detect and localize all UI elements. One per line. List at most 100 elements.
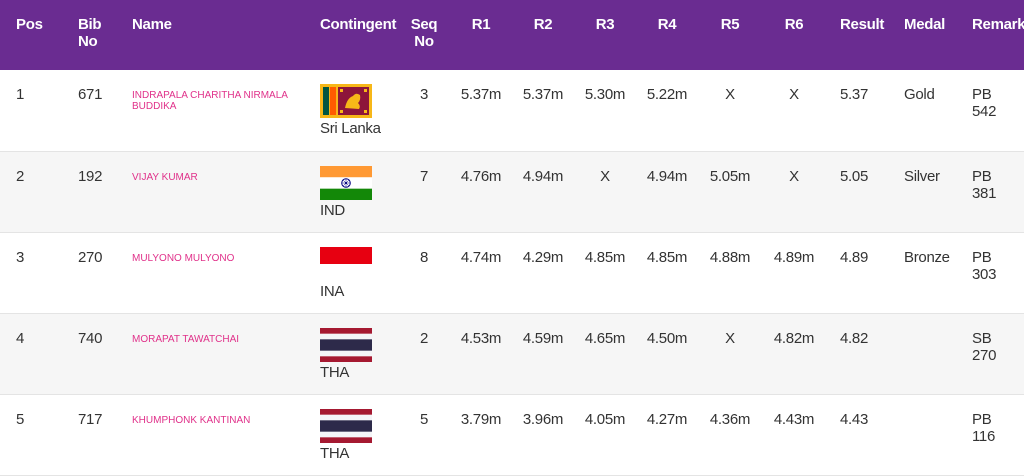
result-cell: 4.89 [826, 232, 892, 314]
contingent-name: Sri Lanka [320, 120, 381, 137]
header-pos: Pos [0, 0, 60, 70]
pos-cell: 4 [0, 313, 60, 395]
r5-cell: X [698, 313, 762, 395]
medal-cell: Silver [892, 151, 958, 233]
bib-cell: 671 [60, 70, 126, 152]
pos-cell: 3 [0, 232, 60, 314]
r6-cell: X [762, 151, 826, 233]
athlete-name-link[interactable]: MORAPAT TAWATCHAI [126, 313, 314, 395]
medal-cell [892, 394, 958, 476]
r6-cell: X [762, 70, 826, 152]
pos-cell: 5 [0, 394, 60, 476]
r4-cell: 4.50m [636, 313, 698, 395]
header-name: Name [126, 0, 314, 70]
result-cell: 5.37 [826, 70, 892, 152]
header-bib: Bib No [60, 0, 126, 70]
contingent-cell: INA [314, 232, 398, 314]
contingent-cell: IND [314, 151, 398, 233]
india-flag-icon [320, 165, 372, 200]
r2-cell: 3.96m [512, 394, 574, 476]
table-row: 4 740 MORAPAT TAWATCHAI THA 2 4.53m 4.59m 4.65m… [0, 313, 1024, 395]
contingent-cell: Sri Lanka [314, 70, 398, 152]
r6-cell: 4.82m [762, 313, 826, 395]
r1-cell: 4.76m [450, 151, 512, 233]
bib-cell: 717 [60, 394, 126, 476]
r4-cell: 4.94m [636, 151, 698, 233]
r2-cell: 4.94m [512, 151, 574, 233]
r5-cell: X [698, 70, 762, 152]
seq-cell: 2 [398, 313, 450, 395]
table-row: 2 192 VIJAY KUMAR IND 7 4.76m 4.94m X 4.94m 5.05m… [0, 151, 1024, 233]
r3-cell: 4.05m [574, 394, 636, 476]
medal-cell [892, 313, 958, 395]
header-r6: R6 [762, 0, 826, 70]
r5-cell: 4.88m [698, 232, 762, 314]
pos-cell: 1 [0, 70, 60, 152]
athlete-name-link[interactable]: KHUMPHONK KANTINAN [126, 394, 314, 476]
r1-cell: 4.53m [450, 313, 512, 395]
indonesia-flag-icon [320, 246, 372, 281]
contingent-name: IND [320, 201, 345, 219]
contingent-cell: THA [314, 313, 398, 395]
header-medal: Medal [892, 0, 958, 70]
r3-cell: 4.85m [574, 232, 636, 314]
header-remark: Remark [958, 0, 1024, 70]
r4-cell: 5.22m [636, 70, 698, 152]
r2-cell: 5.37m [512, 70, 574, 152]
r3-cell: 5.30m [574, 70, 636, 152]
pos-cell: 2 [0, 151, 60, 233]
header-r2: R2 [512, 0, 574, 70]
r4-cell: 4.27m [636, 394, 698, 476]
seq-cell: 7 [398, 151, 450, 233]
contingent-cell: THA [314, 394, 398, 476]
r4-cell: 4.85m [636, 232, 698, 314]
table-row: 5 717 KHUMPHONK KANTINAN THA 5 3.79m 3.96m 4.05… [0, 394, 1024, 476]
thailand-flag-icon [320, 327, 372, 362]
remark-cell: SB 270 [958, 313, 1024, 395]
table-row: 3 270 MULYONO MULYONO INA 8 4.74m 4.29m 4.85m 4.… [0, 232, 1024, 314]
sri-lanka-flag-icon [320, 84, 372, 118]
contingent-name: THA [320, 363, 350, 381]
medal-cell: Bronze [892, 232, 958, 314]
header-r3: R3 [574, 0, 636, 70]
result-cell: 4.82 [826, 313, 892, 395]
medal-cell: Gold [892, 70, 958, 152]
header-r1: R1 [450, 0, 512, 70]
r1-cell: 5.37m [450, 70, 512, 152]
remark-cell: PB 542 [958, 70, 1024, 152]
r6-cell: 4.89m [762, 232, 826, 314]
r2-cell: 4.29m [512, 232, 574, 314]
r2-cell: 4.59m [512, 313, 574, 395]
remark-cell: PB 116 [958, 394, 1024, 476]
r1-cell: 3.79m [450, 394, 512, 476]
r5-cell: 5.05m [698, 151, 762, 233]
table-row: 1 671 INDRAPALA CHARITHA NIRMALA BUDDIKA Sr… [0, 70, 1024, 152]
r3-cell: 4.65m [574, 313, 636, 395]
header-contingent: Contingent [314, 0, 398, 70]
result-cell: 4.43 [826, 394, 892, 476]
athlete-name-link[interactable]: INDRAPALA CHARITHA NIRMALA BUDDIKA [126, 70, 314, 152]
remark-cell: PB 303 [958, 232, 1024, 314]
bib-cell: 740 [60, 313, 126, 395]
r5-cell: 4.36m [698, 394, 762, 476]
athlete-name-link[interactable]: MULYONO MULYONO [126, 232, 314, 314]
header-r5: R5 [698, 0, 762, 70]
header-r4: R4 [636, 0, 698, 70]
seq-cell: 5 [398, 394, 450, 476]
bib-cell: 192 [60, 151, 126, 233]
seq-cell: 3 [398, 70, 450, 152]
thailand-flag-icon [320, 408, 372, 443]
r1-cell: 4.74m [450, 232, 512, 314]
bib-cell: 270 [60, 232, 126, 314]
result-cell: 5.05 [826, 151, 892, 233]
remark-cell: PB 381 [958, 151, 1024, 233]
seq-cell: 8 [398, 232, 450, 314]
athlete-name-link[interactable]: VIJAY KUMAR [126, 151, 314, 233]
contingent-name: INA [320, 282, 345, 300]
contingent-name: THA [320, 444, 350, 462]
r6-cell: 4.43m [762, 394, 826, 476]
header-result: Result [826, 0, 892, 70]
header-row: Pos Bib No Name Contingent Seq No R1 R2 … [0, 0, 1024, 70]
header-seq: Seq No [398, 0, 450, 70]
